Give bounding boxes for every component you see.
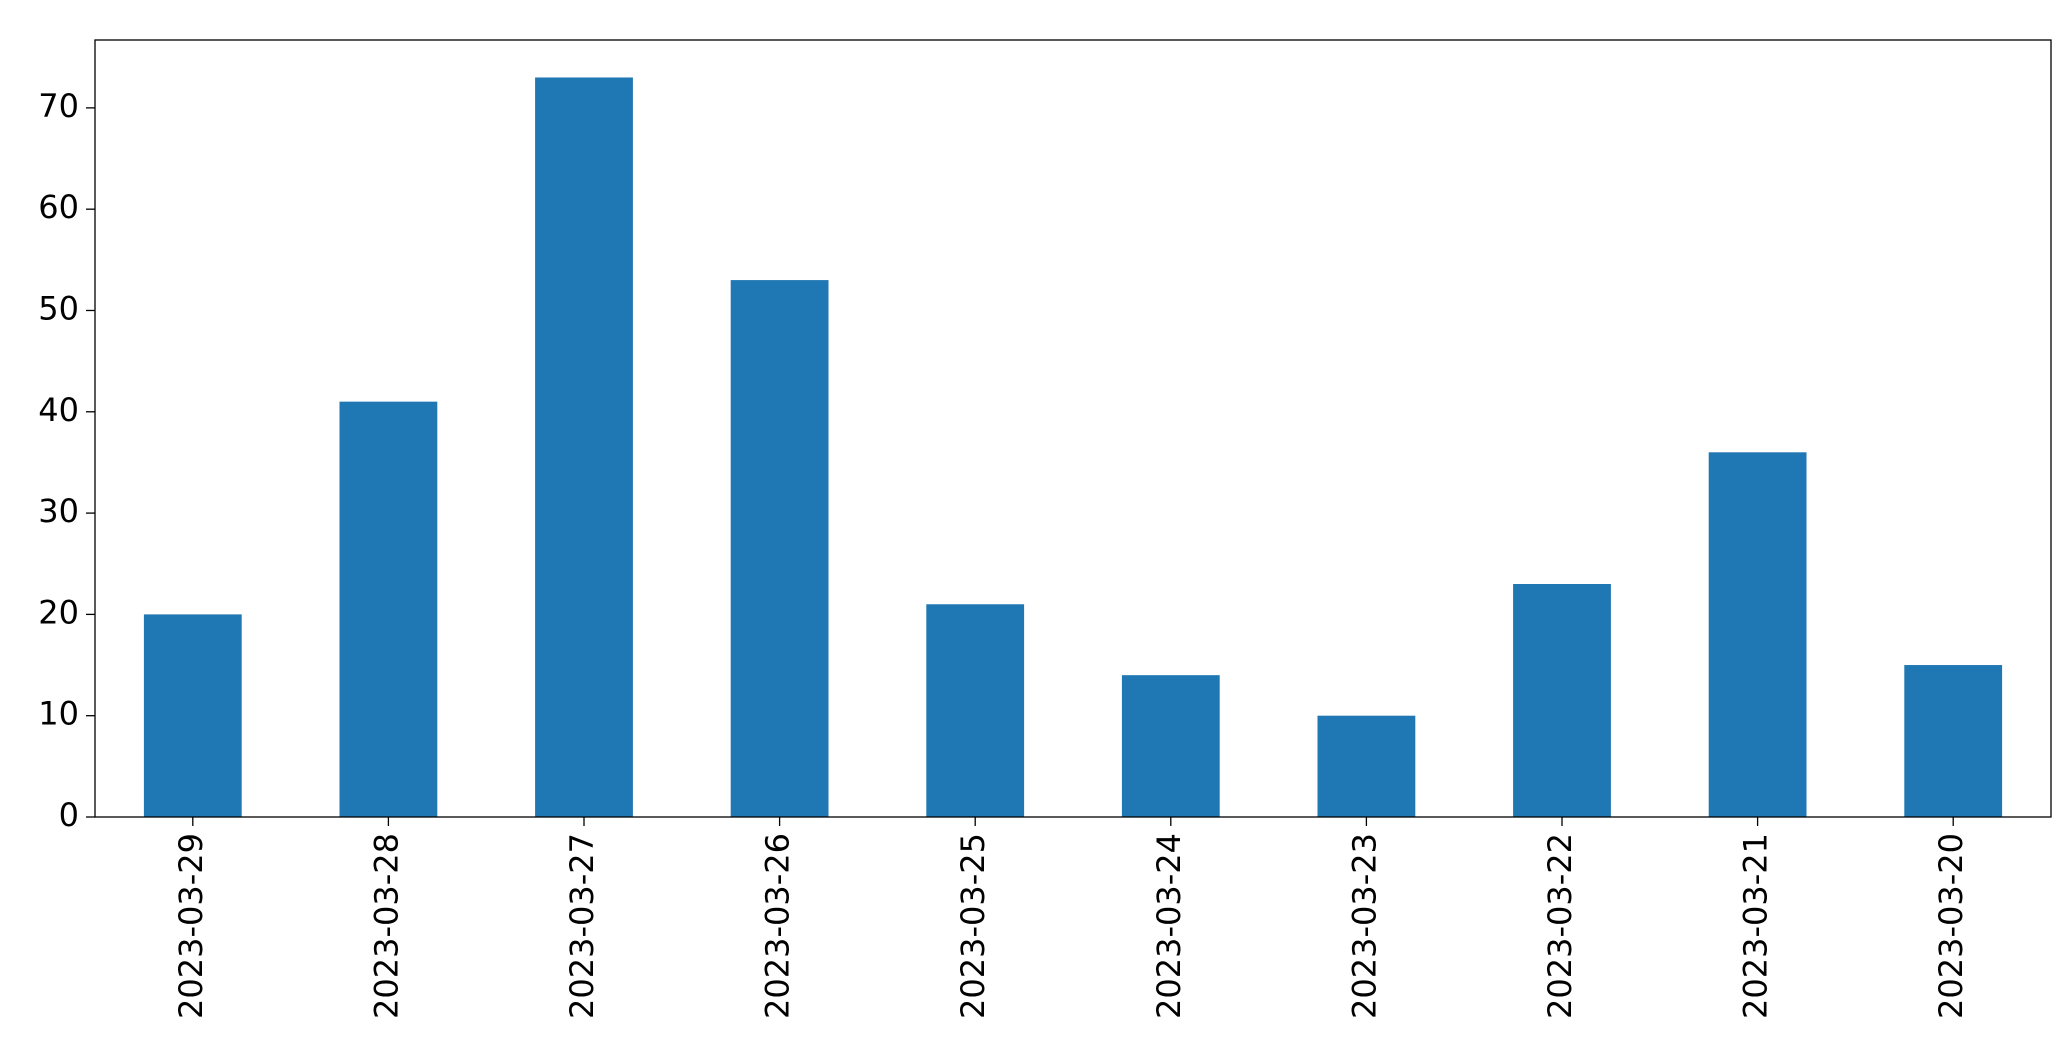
y-tick-label: 70 bbox=[38, 87, 79, 125]
y-tick-label: 60 bbox=[38, 188, 79, 226]
y-tick-label: 0 bbox=[59, 796, 79, 834]
plot-frame bbox=[94, 39, 2052, 818]
bar bbox=[1317, 715, 1416, 817]
bar bbox=[1708, 452, 1807, 817]
x-tick-label: 2023-03-21 bbox=[1737, 833, 1775, 1019]
x-tick-label: 2023-03-26 bbox=[759, 833, 797, 1019]
y-tick-label: 30 bbox=[38, 492, 79, 530]
x-tick-label: 2023-03-28 bbox=[367, 833, 405, 1019]
y-tick-label: 10 bbox=[38, 695, 79, 733]
bar bbox=[339, 401, 438, 817]
x-tick-label: 2023-03-22 bbox=[1541, 833, 1579, 1019]
x-tick-label: 2023-03-24 bbox=[1150, 833, 1188, 1019]
x-tick-label: 2023-03-29 bbox=[172, 833, 210, 1019]
bar bbox=[730, 280, 829, 817]
bar bbox=[143, 614, 242, 817]
x-tick-label: 2023-03-20 bbox=[1932, 833, 1970, 1019]
bar bbox=[926, 604, 1025, 817]
x-tick-label: 2023-03-25 bbox=[954, 833, 992, 1019]
y-tick-label: 40 bbox=[38, 391, 79, 429]
bar bbox=[1513, 584, 1611, 817]
y-tick-label: 20 bbox=[38, 593, 79, 631]
x-tick-label: 2023-03-23 bbox=[1345, 833, 1383, 1019]
x-tick-label: 2023-03-27 bbox=[563, 833, 601, 1019]
bar bbox=[535, 77, 633, 817]
y-tick-label: 50 bbox=[38, 289, 79, 327]
bar bbox=[1904, 665, 2003, 817]
bar bbox=[1121, 675, 1220, 817]
